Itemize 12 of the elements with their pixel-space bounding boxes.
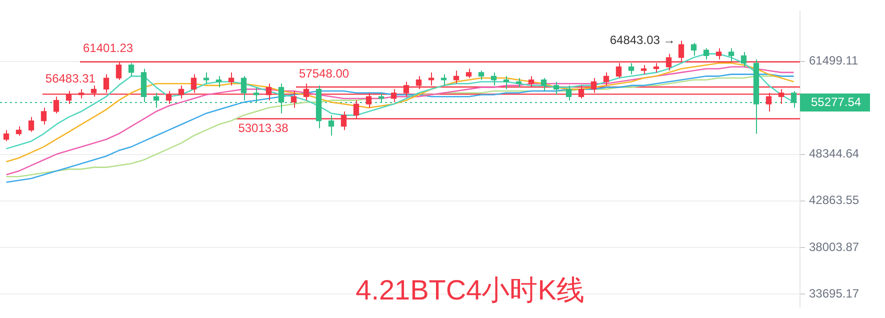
y-tick-label: 61499.11	[809, 54, 858, 68]
ref-line-label: 55277.54	[811, 94, 862, 109]
y-tick-label: 33695.17	[809, 286, 860, 300]
text: 4.21BTC4小时K线	[356, 274, 584, 306]
ref-line-label: 57548.00	[299, 66, 350, 80]
ref-line-label: 56483.31	[45, 72, 96, 86]
y-tick-label: 38003.87	[809, 240, 860, 254]
ref-line-label: 53013.38	[238, 121, 289, 136]
ref-line-label: 61401.23	[83, 41, 134, 56]
annotation: 64843.03 →	[610, 33, 676, 48]
y-tick-label: 42863.55	[809, 193, 860, 208]
y-tick-label: 48344.64	[809, 146, 860, 161]
